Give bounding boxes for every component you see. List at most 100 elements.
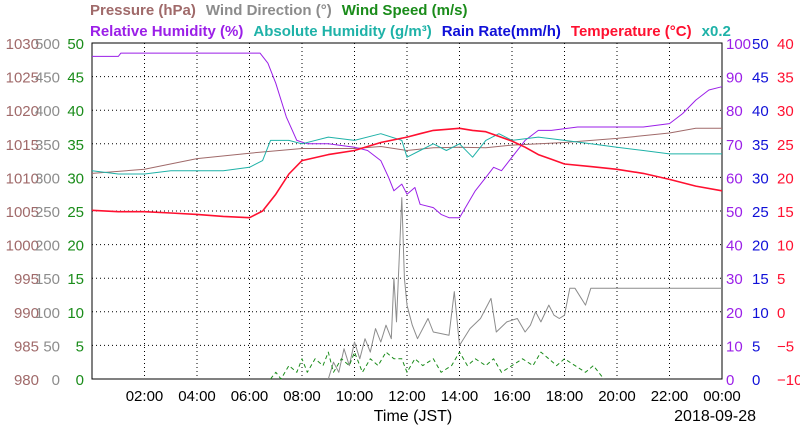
left-tick-label: 1015 — [6, 137, 39, 154]
date-label: 2018-09-28 — [674, 408, 756, 425]
right-tick-label: 30 — [726, 271, 743, 288]
left-tick-label: 45 — [67, 70, 84, 87]
series-line — [91, 127, 723, 219]
right-tick-label: 35 — [752, 137, 769, 154]
x-tick-label: 16:00 — [493, 388, 531, 405]
left-tick-label: 5 — [76, 338, 84, 355]
left-tick-label: 20 — [67, 238, 84, 255]
right-tick-label: 15 — [752, 271, 769, 288]
left-tick-label: 35 — [67, 137, 84, 154]
left-tick-label: 1020 — [6, 103, 39, 120]
left-tick-label: 50 — [67, 36, 84, 53]
header-label: Absolute Humidity (g/m³) — [253, 23, 431, 40]
right-tick-label: 50 — [726, 204, 743, 221]
x-tick-label: 20:00 — [598, 388, 636, 405]
header-label: Wind Speed (m/s) — [342, 2, 468, 19]
right-tick-label: 25 — [752, 204, 769, 221]
header-label: Pressure (hPa) — [90, 2, 196, 19]
left-tick-label: 250 — [35, 204, 60, 221]
header-row-2: Relative Humidity (%) Absolute Humidity (… — [90, 23, 731, 40]
series-line — [327, 197, 722, 380]
left-tick-label: 100 — [35, 305, 60, 322]
right-tick-label: 5 — [752, 338, 760, 355]
right-tick-label: 20 — [777, 170, 794, 187]
left-tick-label: 150 — [35, 271, 60, 288]
right-tick-label: 10 — [752, 305, 769, 322]
left-tick-label: 995 — [14, 271, 39, 288]
right-tick-label: −10 — [777, 372, 800, 389]
header-row-1: Pressure (hPa) Wind Direction (°) Wind Spe… — [90, 2, 467, 19]
series-line — [270, 351, 605, 380]
x-tick-label: 08:00 — [283, 388, 321, 405]
left-tick-label: 40 — [67, 103, 84, 120]
x-tick-label: 14:00 — [441, 388, 479, 405]
right-tick-label: 20 — [752, 238, 769, 255]
right-tick-label: −5 — [777, 338, 794, 355]
left-tick-label: 985 — [14, 338, 39, 355]
x-tick-label: 02:00 — [126, 388, 164, 405]
left-tick-label: 1000 — [6, 238, 39, 255]
left-tick-label: 500 — [35, 36, 60, 53]
left-tick-label: 50 — [43, 338, 60, 355]
right-tick-label: 20 — [726, 305, 743, 322]
right-tick-label: 50 — [752, 36, 769, 53]
x-tick-label: 22:00 — [651, 388, 689, 405]
header-label: Rain Rate(mm/h) — [442, 23, 561, 40]
left-tick-label: 400 — [35, 103, 60, 120]
right-tick-label: 10 — [726, 338, 743, 355]
left-tick-label: 0 — [76, 372, 84, 389]
left-tick-label: 1025 — [6, 70, 39, 87]
left-tick-label: 980 — [14, 372, 39, 389]
header-label: Relative Humidity (%) — [90, 23, 243, 40]
x-tick-label: 10:00 — [336, 388, 374, 405]
right-tick-label: 30 — [777, 103, 794, 120]
right-tick-label: 40 — [752, 103, 769, 120]
left-tick-label: 450 — [35, 70, 60, 87]
x-tick-label: 06:00 — [231, 388, 269, 405]
header-label: x0.2 — [702, 23, 731, 40]
right-tick-label: 15 — [777, 204, 794, 221]
left-tick-label: 25 — [67, 204, 84, 221]
right-tick-label: 5 — [777, 271, 785, 288]
right-tick-label: 100 — [726, 36, 751, 53]
right-tick-label: 70 — [726, 137, 743, 154]
left-tick-label: 300 — [35, 170, 60, 187]
left-tick-label: 200 — [35, 238, 60, 255]
header-label: Wind Direction (°) — [206, 2, 332, 19]
left-tick-label: 0 — [52, 372, 60, 389]
right-tick-label: 10 — [777, 238, 794, 255]
right-tick-label: 30 — [752, 170, 769, 187]
right-tick-label: 40 — [777, 36, 794, 53]
right-tick-label: 0 — [726, 372, 734, 389]
x-tick-label: 04:00 — [178, 388, 216, 405]
series-line — [91, 127, 722, 174]
left-tick-label: 15 — [67, 271, 84, 288]
left-tick-label: 1030 — [6, 36, 39, 53]
left-tick-label: 1010 — [6, 170, 39, 187]
series-line — [92, 52, 723, 219]
x-tick-label: 18:00 — [546, 388, 584, 405]
grid-lines — [92, 43, 722, 379]
x-tick-label: 00:00 — [703, 388, 741, 405]
right-tick-label: 0 — [752, 372, 760, 389]
x-axis-label: Time (JST) — [374, 408, 453, 425]
right-tick-label: 35 — [777, 70, 794, 87]
right-tick-label: 60 — [726, 170, 743, 187]
right-tick-label: 80 — [726, 103, 743, 120]
right-tick-label: 90 — [726, 70, 743, 87]
left-tick-label: 990 — [14, 305, 39, 322]
left-tick-label: 1005 — [6, 204, 39, 221]
right-tick-label: 0 — [777, 305, 785, 322]
left-tick-label: 10 — [67, 305, 84, 322]
series-lines — [91, 52, 723, 380]
x-axis-ticks: 02:00 04:00 06:00 08:00 10:00 12:00 14:00 16:00… — [126, 388, 741, 405]
series-line — [91, 133, 722, 175]
right-tick-label: 40 — [726, 238, 743, 255]
right-tick-label: 25 — [777, 137, 794, 154]
left-tick-label: 30 — [67, 170, 84, 187]
right-tick-label: 45 — [752, 70, 769, 87]
header-label: Temperature (°C) — [571, 23, 692, 40]
left-axes: 9809859909951000100510101015102010251030… — [6, 36, 84, 389]
x-tick-label: 12:00 — [388, 388, 426, 405]
